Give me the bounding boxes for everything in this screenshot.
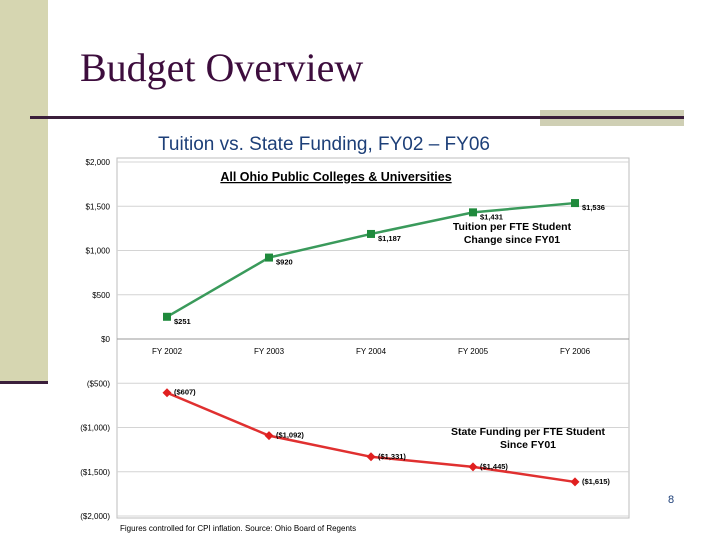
data-point-marker: [468, 462, 478, 472]
x-axis-tick-labels: FY 2002 FY 2003 FY 2004 FY 2005 FY 2006: [152, 347, 591, 356]
y-tick-label: ($500): [87, 379, 110, 388]
chart-gridlines: [117, 161, 629, 517]
data-label: ($607): [174, 388, 196, 397]
x-tick-label: FY 2003: [254, 347, 285, 356]
chart-series: $251 $920 $1,187 $1,431 $1,536 ($607) ($1,092)…: [162, 199, 610, 487]
y-tick-label: $1,500: [86, 202, 111, 211]
legend-label: Tuition per FTE Student: [453, 221, 572, 233]
y-tick-label: ($1,500): [80, 468, 110, 477]
chart-plot-area: [116, 157, 630, 519]
data-label: $251: [174, 317, 191, 326]
decorative-side-band: [0, 0, 48, 383]
legend-label: Change since FY01: [464, 234, 560, 246]
legend-label: Since FY01: [500, 439, 556, 451]
data-label: ($1,445): [480, 462, 508, 471]
y-axis-tick-labels: $2,000 $1,500 $1,000 $500 $0 ($500) ($1,000) ($…: [80, 158, 110, 521]
data-point-marker: [163, 312, 171, 321]
data-point-marker: [570, 477, 580, 487]
chart-title: All Ohio Public Colleges & Universities: [220, 170, 451, 184]
x-tick-label: FY 2006: [560, 347, 591, 356]
data-point-marker: [571, 199, 579, 208]
x-tick-label: FY 2005: [458, 347, 489, 356]
data-point-marker: [265, 253, 273, 262]
x-tick-label: FY 2002: [152, 347, 183, 356]
series-state-funding: ($607) ($1,092) ($1,331) ($1,445) ($1,615): [162, 388, 610, 487]
y-tick-label: $0: [101, 335, 110, 344]
y-tick-label: $500: [92, 291, 110, 300]
data-label: $1,536: [582, 203, 605, 212]
y-tick-label: ($2,000): [80, 512, 110, 521]
y-tick-label: $1,000: [86, 247, 111, 256]
data-label: ($1,331): [378, 452, 406, 461]
series-tuition: $251 $920 $1,187 $1,431 $1,536: [163, 199, 605, 326]
decorative-side-band-rule: [0, 381, 48, 384]
data-label: $1,431: [480, 212, 503, 221]
y-tick-label: ($1,000): [80, 424, 110, 433]
data-label: ($1,615): [582, 477, 610, 486]
data-point-marker: [469, 208, 477, 217]
x-tick-label: FY 2004: [356, 347, 387, 356]
data-label: ($1,092): [276, 431, 304, 440]
data-label: $1,187: [378, 234, 401, 243]
slide-subtitle: Tuition vs. State Funding, FY02 – FY06: [158, 134, 490, 155]
y-tick-label: $2,000: [86, 158, 111, 167]
data-label: $920: [276, 258, 293, 267]
data-point-marker: [366, 452, 376, 462]
data-point-marker: [367, 229, 375, 238]
legend-label: State Funding per FTE Student: [451, 426, 605, 438]
data-point-marker: [162, 388, 172, 398]
page-number: 8: [668, 494, 675, 506]
data-point-marker: [264, 431, 274, 441]
title-divider: [30, 116, 684, 119]
slide-title: Budget Overview: [80, 45, 364, 90]
chart-footnote: Figures controlled for CPI inflation. So…: [120, 524, 356, 533]
